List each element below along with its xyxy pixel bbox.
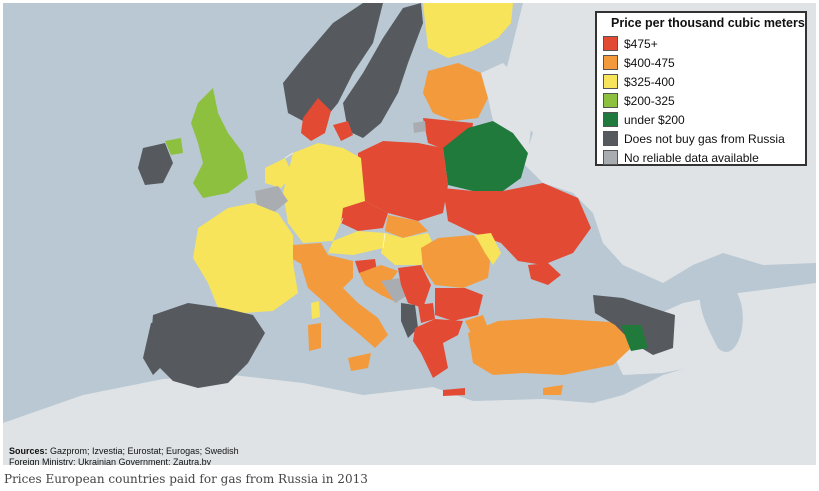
country-netherlands <box>265 158 293 188</box>
legend-swatch <box>603 150 618 165</box>
legend-swatch <box>603 93 618 108</box>
country-belarus <box>443 121 528 191</box>
land-africa <box>3 343 816 465</box>
country-sweden <box>343 3 423 138</box>
legend-swatch <box>603 36 618 51</box>
legend-label: under $200 <box>624 112 685 127</box>
map-frame: Price per thousand cubic meters $475+ $40… <box>3 3 816 465</box>
legend-item: $400-475 <box>603 53 799 72</box>
country-czech <box>341 201 388 231</box>
country-sardinia <box>308 323 321 351</box>
country-sicily <box>348 353 371 371</box>
map-legend: Price per thousand cubic meters $475+ $40… <box>595 11 807 166</box>
legend-label: Does not buy gas from Russia <box>624 131 785 146</box>
sources-line-1: Gazprom; Izvestia; Eurostat; Eurogas; Sw… <box>47 446 239 456</box>
legend-swatch <box>603 55 618 70</box>
country-denmark-islands <box>333 121 353 141</box>
country-armenia <box>621 325 648 351</box>
country-turkey-europe <box>465 315 488 333</box>
figure-caption: Prices European countries paid for gas f… <box>4 472 368 486</box>
country-uk <box>191 88 248 198</box>
legend-title: Price per thousand cubic meters <box>611 16 805 30</box>
legend-item: No reliable data available <box>603 148 799 167</box>
country-macedonia <box>418 303 435 323</box>
country-italy <box>301 255 388 348</box>
country-bulgaria <box>435 288 483 321</box>
country-switzerland <box>291 243 328 265</box>
country-portugal <box>143 321 165 375</box>
legend-item: $200-325 <box>603 91 799 110</box>
legend-swatch <box>603 131 618 146</box>
legend-swatch <box>603 112 618 127</box>
country-ukraine <box>443 183 591 265</box>
sources-line-2: Foreign Ministry; Ukrainian Government; … <box>9 457 212 465</box>
country-hungary <box>381 233 435 265</box>
country-belgium <box>255 186 288 213</box>
country-poland <box>358 141 448 221</box>
country-estonia-latvia <box>423 63 488 121</box>
land-caspian <box>699 273 743 352</box>
legend-label: $475+ <box>624 36 658 51</box>
country-ireland <box>138 143 173 185</box>
country-romania <box>421 235 491 288</box>
country-france <box>193 203 298 313</box>
country-moldova <box>475 233 501 265</box>
country-denmark <box>301 98 331 141</box>
legend-item: $475+ <box>603 34 799 53</box>
country-norway <box>283 3 383 121</box>
country-borders <box>284 152 386 249</box>
country-croatia <box>359 265 398 303</box>
country-greece <box>413 319 463 378</box>
legend-item: under $200 <box>603 110 799 129</box>
country-slovakia <box>385 215 428 238</box>
country-crete <box>443 388 465 396</box>
country-russia-west <box>481 63 533 153</box>
legend-rows: $475+ $400-475 $325-400 $200-325 under $200 D… <box>603 34 799 167</box>
country-montenegro-albania <box>401 303 418 338</box>
country-turkey <box>468 318 631 375</box>
country-russia-kaliningrad <box>413 121 426 133</box>
sources-note: Sources: Gazprom; Izvestia; Eurostat; Eu… <box>9 446 309 465</box>
country-crimea <box>528 263 561 285</box>
legend-label: No reliable data available <box>624 150 759 165</box>
country-corsica <box>311 301 320 319</box>
country-germany <box>283 143 365 243</box>
country-spain <box>151 303 265 388</box>
legend-label: $200-325 <box>624 93 675 108</box>
legend-swatch <box>603 74 618 89</box>
country-serbia <box>398 265 431 308</box>
country-northern-ireland <box>165 138 183 155</box>
legend-item: Does not buy gas from Russia <box>603 129 799 148</box>
legend-label: $400-475 <box>624 55 675 70</box>
country-austria <box>328 231 385 255</box>
sources-label: Sources: <box>9 446 48 456</box>
country-finland <box>423 3 513 58</box>
legend-item: $325-400 <box>603 72 799 91</box>
legend-label: $325-400 <box>624 74 675 89</box>
country-cyprus <box>543 385 563 395</box>
